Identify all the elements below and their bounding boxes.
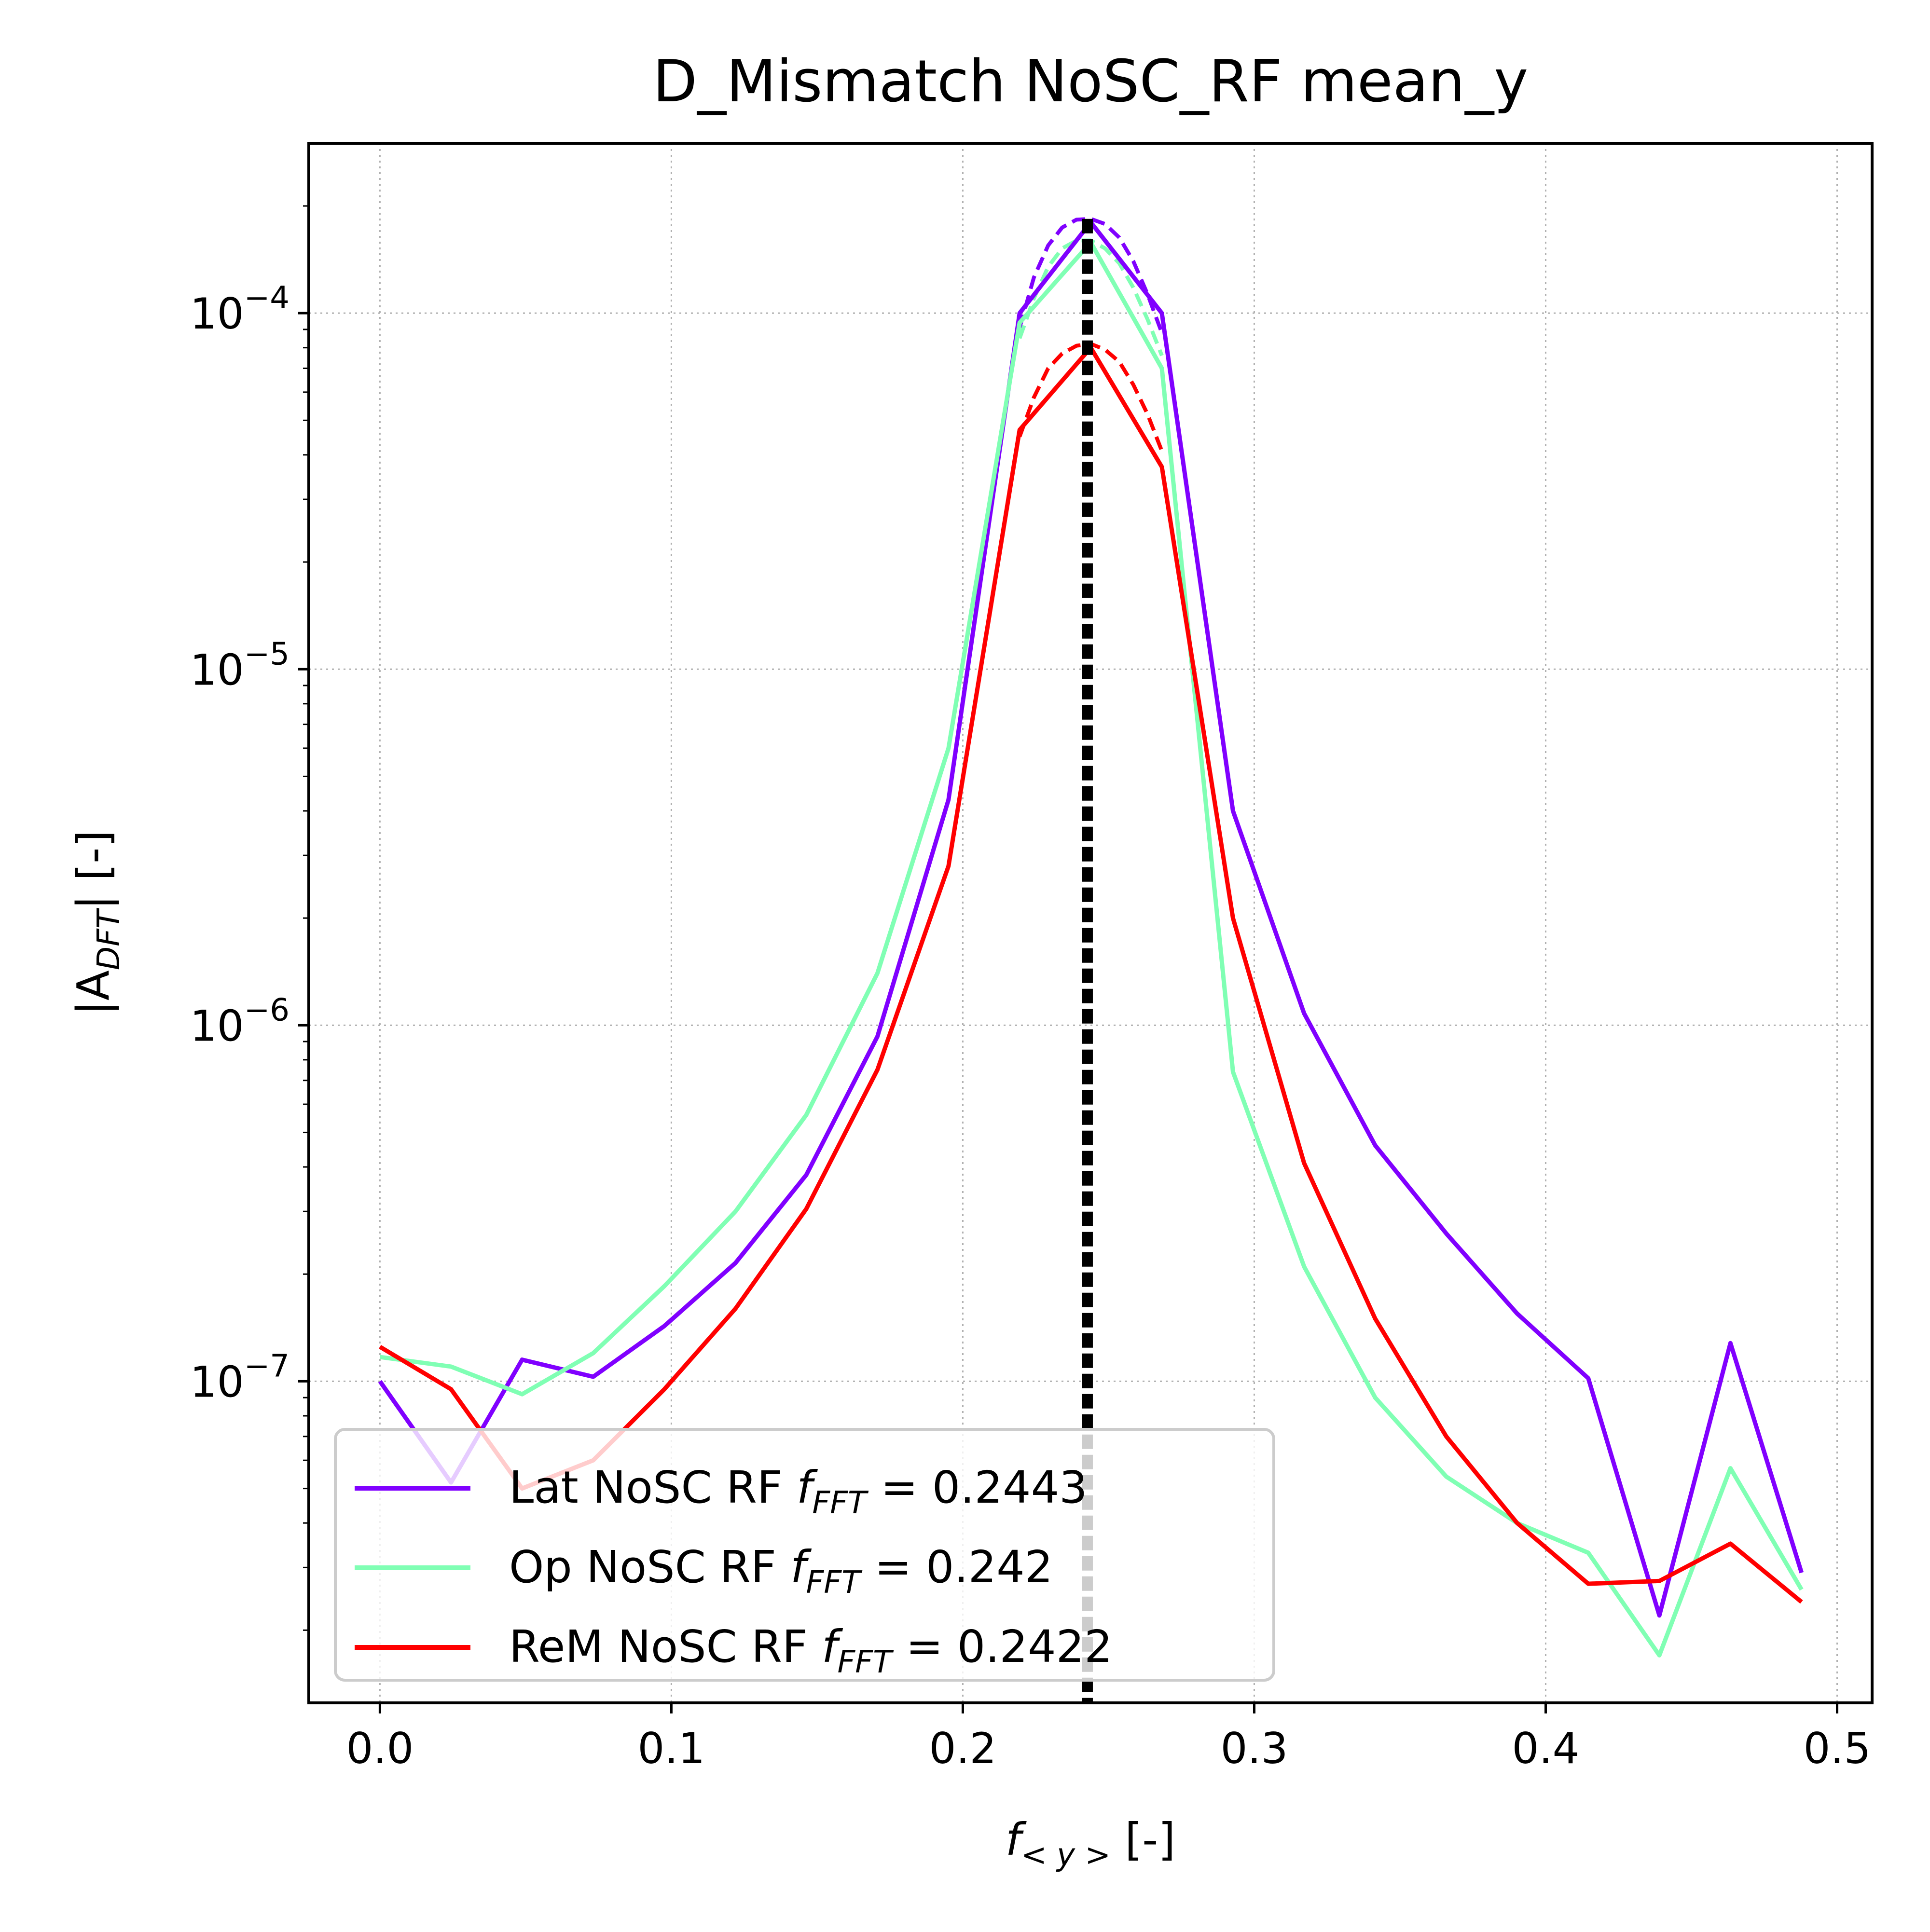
y-tick-label-exponent: −5 [244,636,290,672]
legend-label-rem: ReM NoSC RF fFFT = 0.2422 [509,1621,1113,1680]
peak-fit-lat [1018,217,1164,334]
x-tick-label: 0.4 [1512,1724,1580,1773]
y-tick-label-exponent: −7 [244,1348,290,1384]
y-tick-label-base: 10 [190,1001,244,1051]
y-tick-label: 10−6 [190,992,290,1051]
legend-label-op: Op NoSC RF fFFT = 0.242 [509,1541,1053,1601]
legend-value: 0.2443 [932,1462,1088,1513]
x-axis-label-unit: [-] [1125,1814,1175,1865]
legend-equals: = [860,1541,926,1593]
y-tick-label: 10−7 [190,1348,290,1407]
legend-series-name: Op NoSC RF [509,1541,790,1593]
y-tick-label-base: 10 [190,289,244,339]
legend-subscript: FFT [806,1565,863,1601]
x-axis-label-subscript: < y > [1021,1837,1111,1873]
legend-subscript: FFT [812,1485,869,1521]
x-tick-label: 0.0 [346,1724,414,1773]
y-axis-label-text: |A [68,970,119,1015]
legend-label-lat: Lat NoSC RF fFFT = 0.2443 [509,1462,1088,1521]
x-axis-label-space [1111,1814,1125,1865]
y-axis-label-subscript: DFT [91,907,127,970]
x-tick-label: 0.1 [637,1724,705,1773]
y-tick-label-base: 10 [190,1357,244,1407]
plot-frame [307,142,1874,1704]
y-tick-label: 10−4 [190,280,290,339]
legend: Lat NoSC RF fFFT = 0.2443 Op NoSC RF fFFT… [334,1428,1275,1682]
y-tick-label-exponent: −4 [244,280,290,316]
y-tick-label: 10−5 [190,636,290,695]
legend-subscript: FFT [837,1644,894,1680]
x-tick-label: 0.3 [1220,1724,1288,1773]
legend-series-name: ReM NoSC RF [509,1621,822,1672]
x-tick-label: 0.2 [929,1724,996,1773]
y-tick-label-base: 10 [190,645,244,695]
y-tick-label-exponent: −6 [244,992,290,1028]
x-axis-label: f< y > [-] [1006,1814,1175,1873]
y-axis-label-unit: | [-] [68,830,119,910]
legend-equals: = [867,1462,932,1513]
ticks: 0.0 0.1 0.2 0.3 0.4 0.510−710−610−510−4 [190,205,1871,1773]
x-tick-label: 0.5 [1804,1724,1871,1773]
legend-value: 0.242 [926,1541,1053,1593]
y-axis-label: |ADFT| [-] [68,830,127,1015]
legend-equals: = [892,1621,957,1672]
chart-title: D_Mismatch NoSC_RF mean_y [653,48,1528,115]
legend-series-name: Lat NoSC RF [509,1462,797,1513]
legend-box [334,1428,1275,1682]
legend-value: 0.2422 [957,1621,1113,1672]
